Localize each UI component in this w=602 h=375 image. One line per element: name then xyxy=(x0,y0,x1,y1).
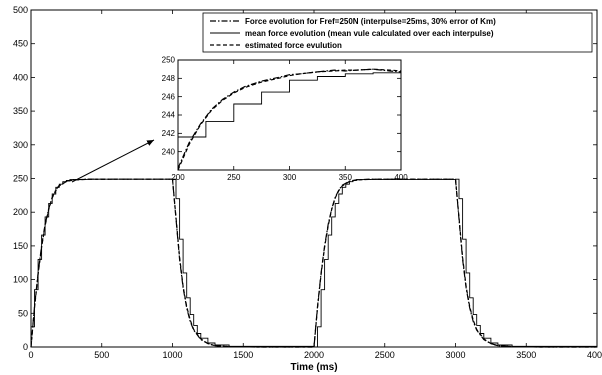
main-y-tick-label: 500 xyxy=(13,5,28,15)
main-y-tick-label: 250 xyxy=(13,174,28,184)
zoom-arrow xyxy=(71,139,155,183)
legend-label-mean-force: mean force evolution (mean vule calculat… xyxy=(245,29,494,38)
main-x-tick-label: 1000 xyxy=(162,350,182,360)
main-y-tick-label: 0 xyxy=(23,342,28,352)
main-y-tick-label: 100 xyxy=(13,275,28,285)
inset-x-tick-label: 400 xyxy=(394,173,408,182)
main-x-tick-label: 2000 xyxy=(304,350,324,360)
main-x-tick-label: 3500 xyxy=(516,350,536,360)
main-y-tick-label: 50 xyxy=(18,308,28,318)
inset-y-tick-label: 248 xyxy=(162,74,176,83)
inset-series-dashed-line xyxy=(177,68,402,171)
inset-y-tick-label: 244 xyxy=(162,111,176,120)
inset-series-step-line xyxy=(178,72,401,138)
main-x-tick-label: 2500 xyxy=(375,350,395,360)
main-x-tick-label: 1500 xyxy=(233,350,253,360)
main-x-tick-label: 3000 xyxy=(445,350,465,360)
main-y-tick-label: 300 xyxy=(13,140,28,150)
inset-x-tick-label: 300 xyxy=(283,173,297,182)
main-x-tick-label: 0 xyxy=(28,350,33,360)
main-y-tick-label: 200 xyxy=(13,207,28,217)
inset-x-tick-label: 250 xyxy=(227,173,241,182)
main-series-step-line xyxy=(31,178,598,348)
main-y-tick-label: 350 xyxy=(13,106,28,116)
legend-label-force-evolution: Force evolution for Fref=250N (interpuls… xyxy=(245,17,496,26)
inset-y-tick-label: 250 xyxy=(162,56,176,65)
inset-y-tick-label: 240 xyxy=(162,147,176,156)
inset-x-tick-label: 200 xyxy=(171,173,185,182)
main-y-tick-label: 150 xyxy=(13,241,28,251)
main-x-tick-label: 500 xyxy=(94,350,109,360)
legend: Force evolution for Fref=250N (interpuls… xyxy=(202,12,593,53)
legend-box xyxy=(202,12,593,53)
inset-y-tick-label: 246 xyxy=(162,92,176,101)
inset-x-tick-label: 350 xyxy=(339,173,353,182)
inset-y-tick-label: 242 xyxy=(162,129,176,138)
main-y-tick-label: 400 xyxy=(13,72,28,82)
main-y-tick-label: 450 xyxy=(13,39,28,49)
legend-label-estimated-force: estimated force evulution xyxy=(245,41,342,50)
inset-plot-frame xyxy=(177,59,402,171)
main-x-axis-label: Time (ms) xyxy=(290,362,337,373)
